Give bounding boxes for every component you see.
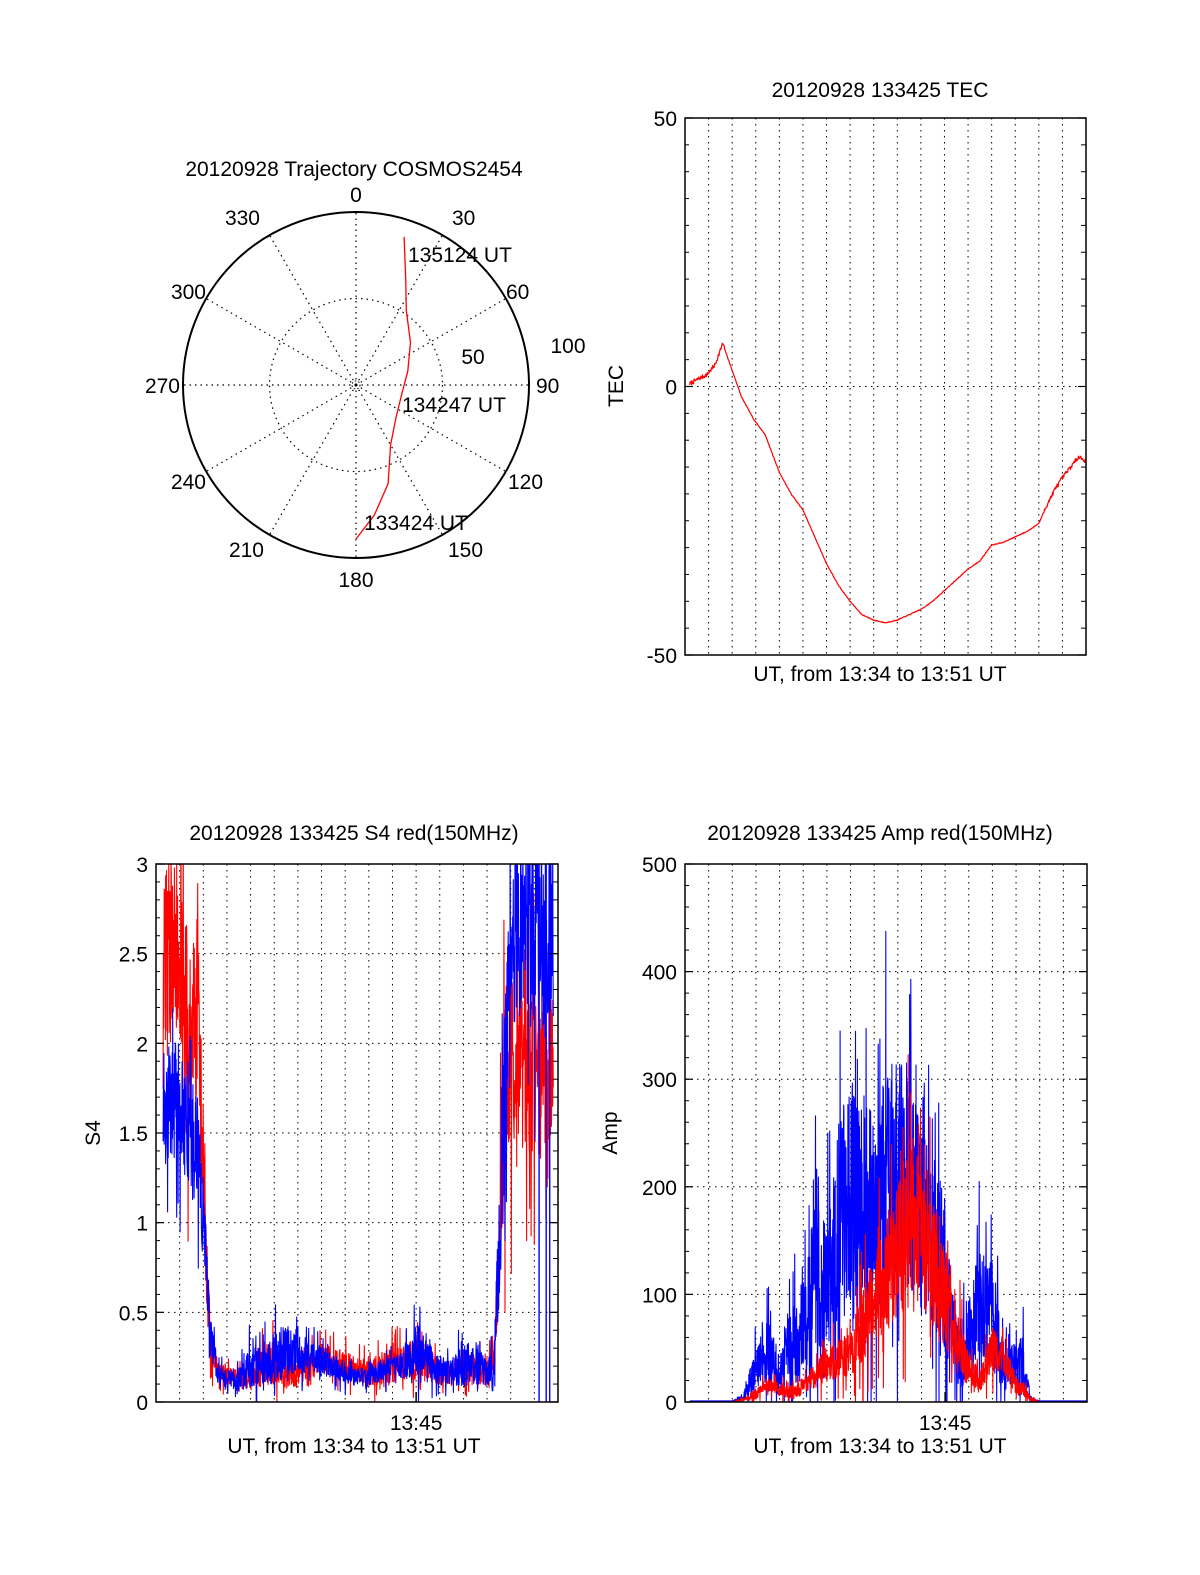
- amp-ytick-label-5: 500: [642, 854, 677, 877]
- polar-angle-labels: 0 30 60 90 120 150 180 210 240 270 300 330: [145, 184, 559, 592]
- s4-grid: [156, 864, 558, 1402]
- s4-ytick-label-2: 1: [136, 1213, 148, 1236]
- polar-spoke-60: [355, 297, 507, 386]
- tec-ytick-label-2: 50: [654, 108, 677, 131]
- polar-spoke-300: [205, 297, 357, 386]
- polar-center-mark: [351, 380, 361, 390]
- trajectory-title: 20120928 Trajectory COSMOS2454: [185, 158, 523, 181]
- s4-ylabel: S4: [82, 1120, 105, 1146]
- s4-title: 20120928 133425 S4 red(150MHz): [189, 822, 518, 845]
- tec-ticks: -50 0 50: [647, 108, 1086, 668]
- polar-grid-circle-50: [268, 297, 444, 473]
- polar-angle-label-210: 210: [229, 539, 264, 562]
- amp-plot: 20120928 133425 Amp red(150MHz) UT, from…: [599, 822, 1088, 1458]
- amp-ytick-label-2: 200: [642, 1177, 677, 1200]
- s4-ytick-label-3: 1.5: [119, 1123, 148, 1146]
- s4-ytick-label-0: 0: [136, 1392, 148, 1415]
- amp-series-red: [689, 1054, 1087, 1402]
- s4-xtick-label-0: 13:45: [390, 1412, 443, 1435]
- polar-spoke-330: [268, 234, 357, 386]
- s4-ticks: 0 0.5 1 1.5 2 2.5 3 13:45: [119, 854, 558, 1435]
- s4-series-blue: [162, 864, 554, 1402]
- tec-axes-frame: [684, 117, 1087, 656]
- polar-angle-label-330: 330: [225, 207, 260, 230]
- tec-grid: [685, 118, 1086, 655]
- tec-ytick-label-1: 0: [665, 377, 677, 400]
- polar-spoke-120: [355, 384, 507, 473]
- trajectory-polar-plot: 20120928 Trajectory COSMOS2454 0 30 60 90 12…: [145, 158, 586, 592]
- s4-series: [162, 864, 554, 1402]
- polar-angle-label-270: 270: [145, 375, 180, 398]
- amp-line-blue: [689, 930, 1087, 1402]
- amp-title: 20120928 133425 Amp red(150MHz): [707, 822, 1053, 845]
- polar-angle-label-0: 0: [350, 184, 362, 207]
- amp-series-blue: [689, 930, 1087, 1402]
- s4-series-red: [162, 864, 554, 1402]
- polar-spoke-30: [355, 234, 444, 386]
- tec-plot: 20120928 133425 TEC UT, from 13:34 to 13…: [605, 79, 1087, 686]
- polar-angle-label-240: 240: [171, 471, 206, 494]
- amp-grid: [685, 864, 1087, 1402]
- amp-ticks: 0 100 200 300 400 500 13:45: [642, 854, 1087, 1435]
- polar-angle-label-120: 120: [508, 471, 543, 494]
- polar-annotation-0: 133424 UT: [364, 512, 468, 535]
- polar-angle-label-30: 30: [452, 207, 475, 230]
- amp-ytick-label-3: 300: [642, 1069, 677, 1092]
- amp-ytick-label-1: 100: [642, 1284, 677, 1307]
- amp-ylabel: Amp: [599, 1111, 622, 1154]
- tec-line-TEC: [689, 342, 1086, 624]
- polar-trajectory-series: [355, 236, 412, 540]
- polar-spoke-240: [205, 384, 357, 473]
- polar-outer-circle: [182, 211, 530, 559]
- tec-ylabel: TEC: [605, 365, 628, 407]
- tec-xlabel: UT, from 13:34 to 13:51 UT: [753, 663, 1006, 686]
- polar-radial-labels: 50 100: [461, 335, 585, 369]
- polar-radial-label-100: 100: [550, 335, 585, 358]
- s4-ytick-label-5: 2.5: [119, 944, 148, 967]
- amp-ytick-label-4: 400: [642, 962, 677, 985]
- amp-xtick-label-0: 13:45: [919, 1412, 972, 1435]
- polar-angle-label-90: 90: [536, 375, 559, 398]
- s4-ytick-label-1: 0.5: [119, 1302, 148, 1325]
- polar-angle-label-300: 300: [171, 281, 206, 304]
- s4-line-red: [162, 864, 554, 1402]
- polar-radial-label-50: 50: [461, 346, 484, 369]
- polar-spoke-210: [268, 384, 357, 536]
- s4-plot: 20120928 133425 S4 red(150MHz) UT, from …: [82, 822, 559, 1458]
- amp-series: [689, 930, 1087, 1402]
- polar-annotations: 133424 UT 134247 UT 135124 UT: [364, 244, 512, 535]
- polar-annotation-2: 135124 UT: [408, 244, 512, 267]
- s4-ytick-label-4: 2: [136, 1033, 148, 1056]
- s4-axes-frame: [155, 863, 559, 1403]
- s4-line-blue: [162, 864, 554, 1402]
- polar-angle-label-60: 60: [506, 281, 529, 304]
- amp-xlabel: UT, from 13:34 to 13:51 UT: [753, 1435, 1006, 1458]
- s4-xlabel: UT, from 13:34 to 13:51 UT: [227, 1435, 480, 1458]
- amp-ytick-label-0: 0: [665, 1392, 677, 1415]
- polar-angle-label-180: 180: [338, 569, 373, 592]
- tec-series: [689, 342, 1086, 624]
- s4-ytick-label-6: 3: [136, 854, 148, 877]
- polar-trajectory-line: [355, 236, 412, 540]
- tec-series-TEC: [689, 342, 1086, 624]
- tec-ytick-label-0: -50: [647, 645, 677, 668]
- polar-annotation-1: 134247 UT: [402, 394, 506, 417]
- tec-title: 20120928 133425 TEC: [772, 79, 989, 102]
- polar-angle-label-150: 150: [448, 539, 483, 562]
- amp-axes-frame: [684, 863, 1088, 1403]
- polar-spoke-150: [355, 384, 444, 536]
- amp-line-red: [689, 1054, 1087, 1402]
- polar-grid: [182, 211, 530, 559]
